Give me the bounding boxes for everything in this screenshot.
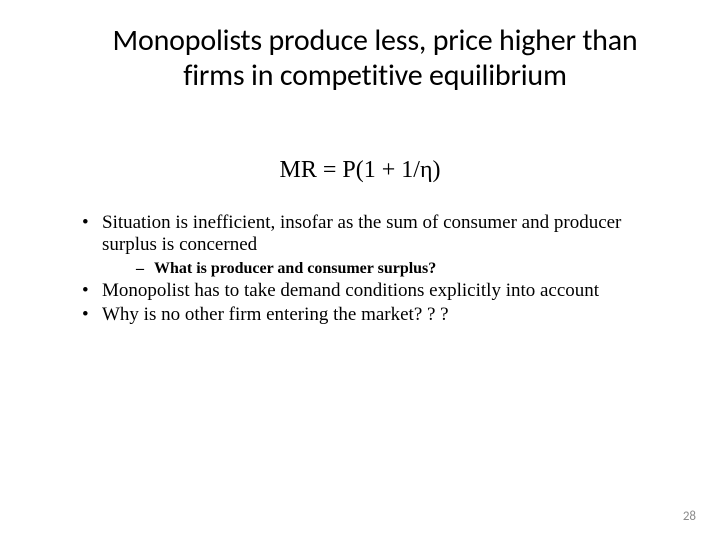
sub-bullet-list: What is producer and consumer surplus? (136, 259, 672, 278)
bullet-item: Monopolist has to take demand conditions… (82, 280, 672, 302)
bullet-list: Situation is inefficient, insofar as the… (82, 212, 672, 327)
sub-bullet-text: What is producer and consumer surplus? (154, 260, 436, 277)
bullet-text: Monopolist has to take demand conditions… (102, 280, 599, 301)
bullet-text: Situation is inefficient, insofar as the… (102, 212, 621, 255)
bullet-item: Why is no other firm entering the market… (82, 304, 672, 326)
bullet-item: Situation is inefficient, insofar as the… (82, 212, 672, 278)
page-number: 28 (683, 509, 696, 524)
slide: Monopolists produce less, price higher t… (0, 0, 720, 540)
sub-bullet-item: What is producer and consumer surplus? (136, 259, 672, 278)
equation: MR = P(1 + 1/η) (48, 157, 672, 184)
slide-title: Monopolists produce less, price higher t… (108, 24, 642, 93)
bullet-text: Why is no other firm entering the market… (102, 304, 449, 325)
